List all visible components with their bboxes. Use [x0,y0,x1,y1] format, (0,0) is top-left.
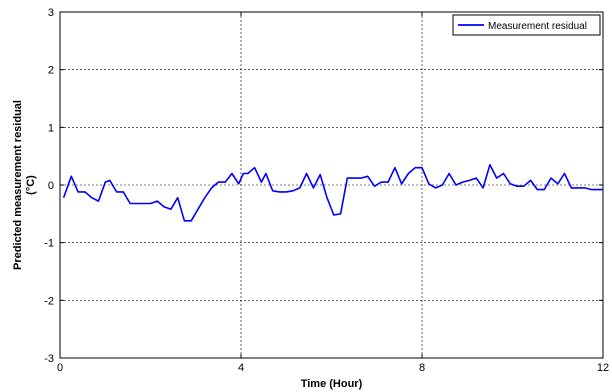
y-tick-label: -3 [44,353,54,365]
series-layer [62,164,603,222]
x-tick-label: 12 [597,362,609,374]
y-tick-label: 1 [48,122,54,134]
y-tick-label: 3 [48,7,54,19]
legend: Measurement residual [452,14,601,36]
y-axis-title-line2: (°C) [25,175,37,195]
y-tick-label: 0 [48,180,54,192]
y-axis-title-line1: Predicted measurement residual [12,100,24,270]
legend-label: Measurement residual [488,21,587,32]
y-axis-title: Predicted measurement residual (°C) [12,100,37,270]
x-tick-label: 8 [419,362,425,374]
legend-box [452,14,601,36]
x-tick-label: 0 [57,362,63,374]
series-line [62,164,603,222]
x-axis-title: Time (Hour) [301,378,363,390]
x-tick-label: 4 [238,362,244,374]
y-tick-label: -2 [44,295,54,307]
y-tick-label: -1 [44,238,54,250]
y-tick-label: 2 [48,65,54,77]
